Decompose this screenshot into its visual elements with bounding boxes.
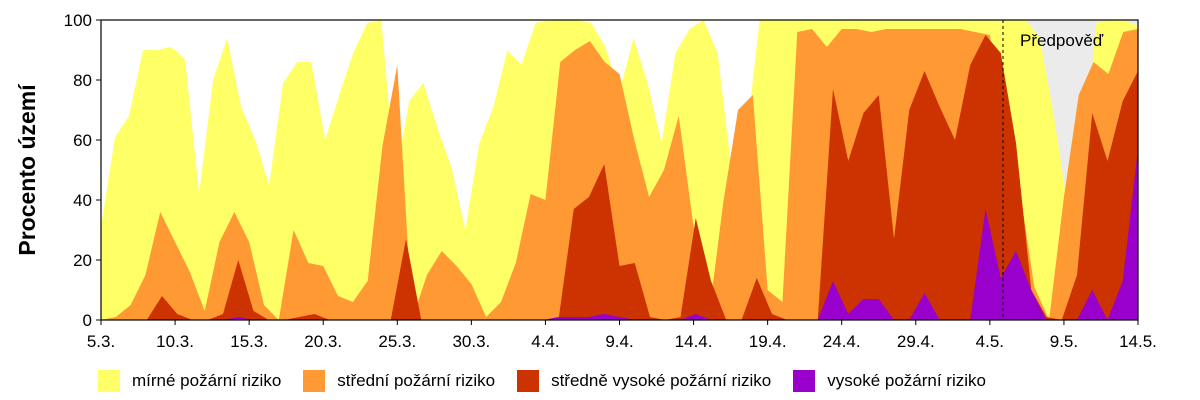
y-axis-label: Procento území — [14, 83, 40, 256]
series-area-2 — [101, 35, 1138, 320]
x-tick-label: 9.4. — [605, 332, 633, 351]
y-tick-label: 0 — [83, 311, 92, 330]
legend-label: mírné požární riziko — [132, 371, 282, 390]
legend-swatch — [517, 370, 540, 392]
legend-item: vysoké požární riziko — [793, 370, 986, 392]
legend-label: vysoké požární riziko — [827, 371, 986, 390]
x-tick-label: 14.4. — [675, 332, 713, 351]
legend-label: střední požární riziko — [337, 371, 496, 390]
series-area-3 — [101, 149, 1138, 320]
series-areas — [101, 20, 1138, 320]
x-tick-label: 24.4. — [823, 332, 861, 351]
legend-swatch — [303, 370, 326, 392]
x-tick-label: 10.3. — [156, 332, 194, 351]
legend-item: mírné požární riziko — [98, 370, 281, 392]
legend-swatch — [98, 370, 120, 392]
x-tick-label: 20.3. — [304, 332, 342, 351]
y-tick-label: 100 — [64, 11, 92, 30]
x-axis: 5.3. 10.3. 15.3. 20.3. 25.3. 30.3. 4.4. 9.4. 14.… — [87, 320, 1157, 351]
legend-item: střední požární riziko — [303, 370, 495, 392]
y-tick-label: 40 — [73, 191, 92, 210]
x-tick-label: 19.4. — [749, 332, 787, 351]
y-axis: 0 20 40 60 80 100 — [64, 11, 101, 330]
legend: mírné požární riziko střední požární rizi… — [98, 370, 1008, 392]
fire-risk-area-chart: Předpověď 0 20 40 60 80 100 5.3. 10.3. 15.3. 20.… — [14, 11, 1157, 351]
legend-item: středně vysoké požární riziko — [517, 370, 771, 392]
x-tick-label: 29.4. — [897, 332, 935, 351]
forecast-label: Předpověď — [1020, 31, 1104, 50]
x-tick-label: 4.4. — [531, 332, 559, 351]
y-tick-label: 60 — [73, 131, 92, 150]
legend-swatch — [793, 370, 816, 392]
x-tick-label: 15.3. — [230, 332, 268, 351]
x-tick-label: 4.5. — [976, 332, 1004, 351]
x-tick-label: 14.5. — [1119, 332, 1157, 351]
x-tick-label: 9.5. — [1050, 332, 1078, 351]
y-tick-label: 80 — [73, 71, 92, 90]
x-tick-label: 25.3. — [378, 332, 416, 351]
x-tick-label: 30.3. — [452, 332, 490, 351]
legend-label: středně vysoké požární riziko — [551, 371, 772, 390]
y-tick-label: 20 — [73, 251, 92, 270]
x-tick-label: 5.3. — [87, 332, 115, 351]
